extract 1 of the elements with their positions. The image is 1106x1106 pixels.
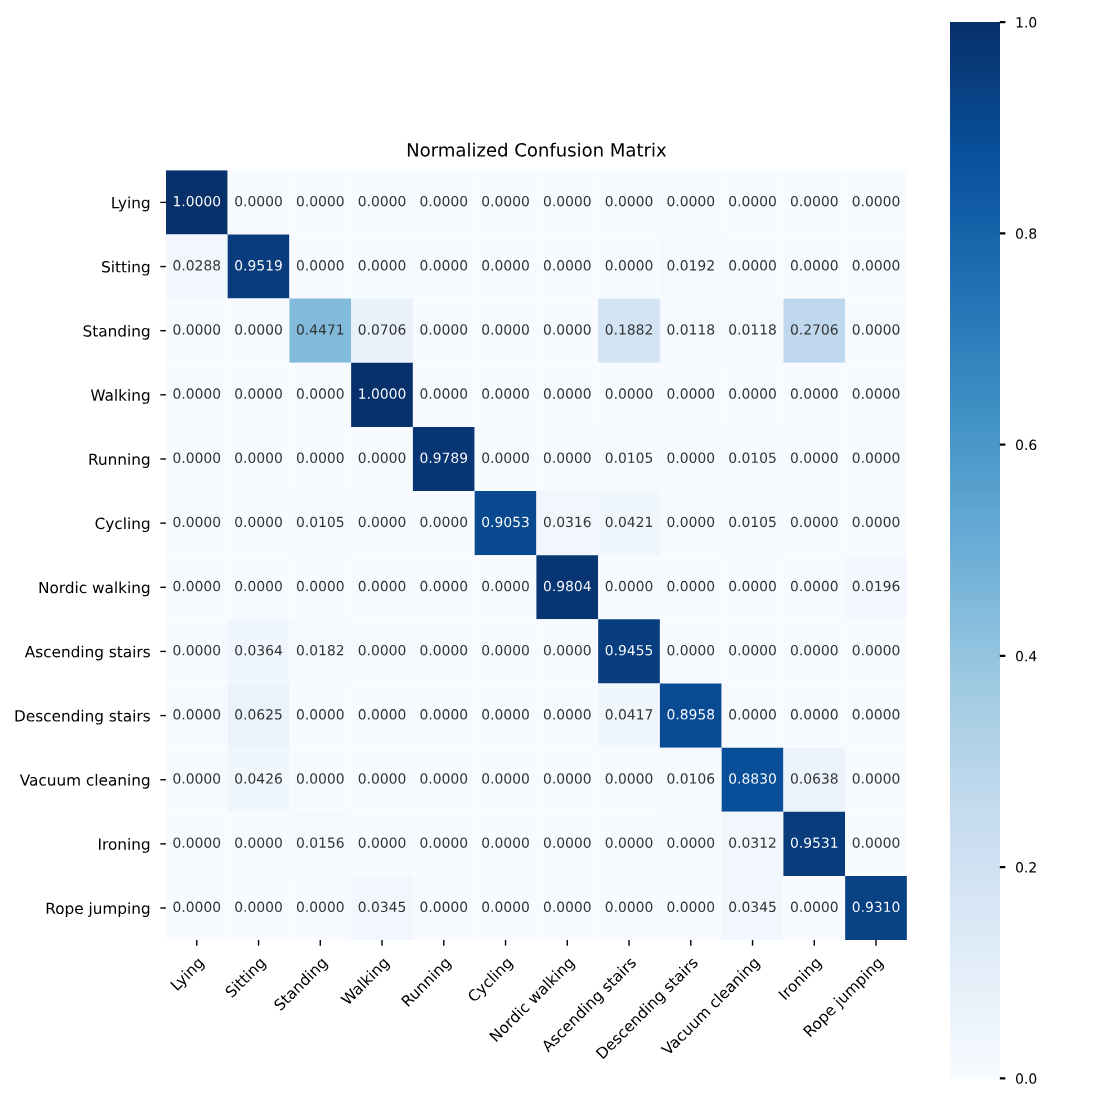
chart-title: Normalized Confusion Matrix [407, 142, 667, 157]
